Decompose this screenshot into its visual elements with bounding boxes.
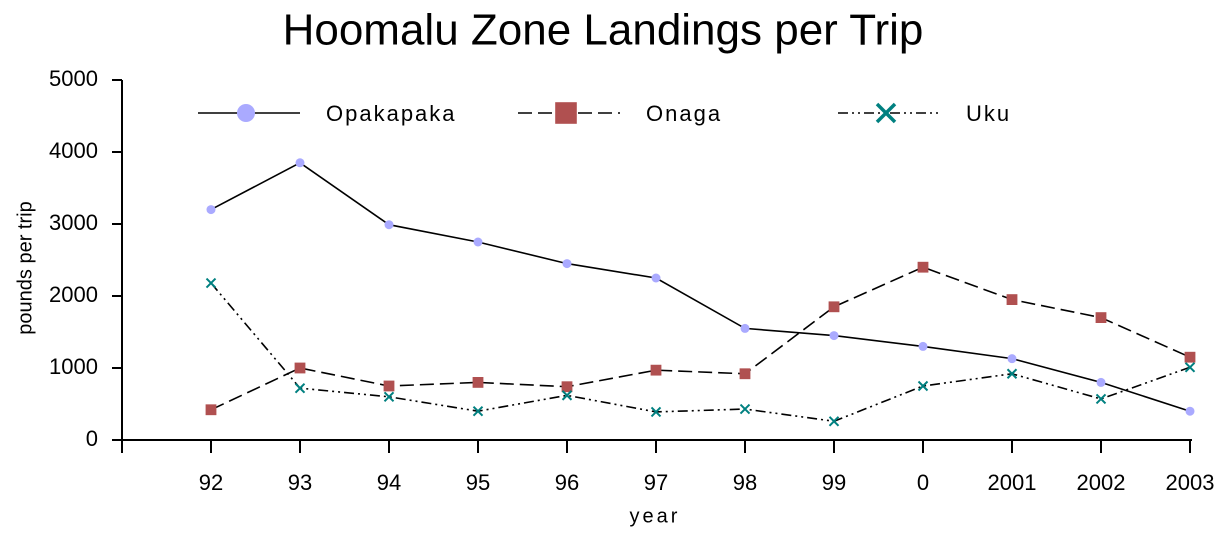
y-tick-label: 1000 — [49, 354, 98, 379]
point — [1006, 368, 1018, 379]
point — [917, 261, 929, 273]
point — [561, 381, 573, 393]
legend-label: Opakapaka — [326, 101, 457, 126]
point — [562, 259, 572, 269]
point — [472, 405, 484, 417]
point — [1095, 393, 1107, 405]
y-tick-label: 4000 — [49, 138, 98, 163]
series-line — [210, 161, 1191, 412]
point — [828, 416, 840, 427]
point — [294, 362, 306, 374]
point — [918, 341, 928, 351]
point — [1006, 294, 1018, 305]
legend-marker — [237, 104, 255, 122]
point — [1185, 406, 1195, 416]
x-tick-label: 0 — [917, 470, 929, 495]
point — [651, 273, 661, 283]
point — [739, 403, 751, 415]
point — [650, 406, 662, 418]
x-tick-label: 97 — [644, 470, 668, 495]
x-tick-label: 96 — [555, 470, 579, 495]
point — [294, 382, 306, 394]
x-tick-label: 2003 — [1166, 470, 1215, 495]
x-tick-label: 92 — [199, 470, 223, 495]
point — [1184, 351, 1196, 363]
legend-label: Onaga — [646, 101, 722, 126]
point — [828, 301, 840, 313]
y-axis-label: pounds per trip — [14, 201, 36, 334]
y-tick-label: 2000 — [49, 282, 98, 307]
point — [205, 404, 217, 416]
point — [1096, 377, 1106, 387]
x-tick-label: 99 — [822, 470, 846, 495]
point — [1184, 362, 1196, 373]
x-tick-label: 93 — [288, 470, 312, 495]
point — [561, 390, 573, 401]
legend-marker — [555, 102, 577, 124]
y-tick-label: 3000 — [49, 210, 98, 235]
x-tick-label: 2001 — [988, 470, 1037, 495]
point — [384, 220, 394, 230]
point — [829, 331, 839, 341]
point — [383, 391, 395, 403]
point — [740, 323, 750, 333]
y-tick-label: 5000 — [49, 66, 98, 91]
x-axis-label: year — [630, 505, 681, 527]
point — [1007, 354, 1017, 364]
point — [472, 377, 484, 388]
x-tick-label: 94 — [377, 470, 401, 495]
chart-title: Hoomalu Zone Landings per Trip — [283, 6, 924, 55]
point — [206, 205, 216, 215]
legend-label: Uku — [966, 101, 1011, 126]
point — [1095, 312, 1107, 323]
point — [473, 237, 483, 247]
point — [295, 158, 305, 168]
y-tick-label: 0 — [86, 426, 98, 451]
x-tick-label: 95 — [466, 470, 490, 495]
x-tick-label: 98 — [733, 470, 757, 495]
point — [739, 368, 751, 380]
x-tick-label: 2002 — [1077, 470, 1126, 495]
series-line — [210, 266, 1191, 411]
point — [917, 380, 929, 392]
point — [205, 277, 217, 289]
legend-marker — [875, 102, 897, 124]
series-line — [210, 282, 1191, 423]
point — [383, 380, 395, 392]
point — [650, 364, 662, 376]
